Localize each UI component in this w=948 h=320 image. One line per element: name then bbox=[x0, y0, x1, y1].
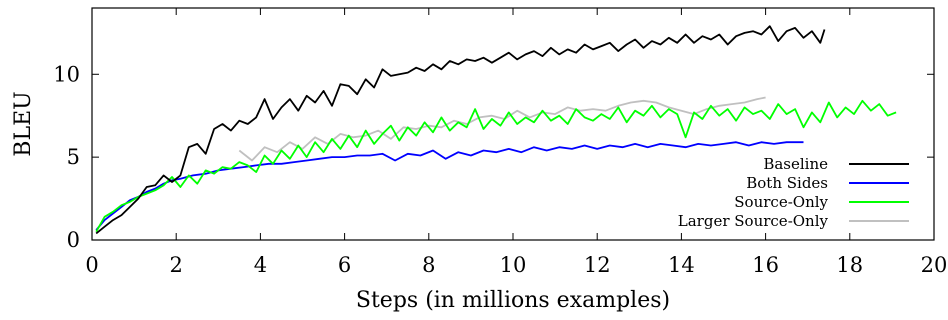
y-tick-label: 5 bbox=[67, 145, 80, 169]
series-line-baseline bbox=[95, 25, 826, 235]
x-tick-label: 8 bbox=[422, 253, 435, 277]
legend-label: Baseline bbox=[763, 155, 828, 173]
legend-label: Source-Only bbox=[734, 193, 828, 211]
axis-ticks: 0 2 4 6 8 10 12 14 16 18 20 0 5 10 bbox=[53, 8, 947, 277]
series-lines bbox=[95, 25, 897, 235]
x-tick-label: 6 bbox=[338, 253, 351, 277]
y-axis-label: BLEU bbox=[11, 91, 36, 156]
x-tick-label: 0 bbox=[85, 253, 98, 277]
x-tick-label: 2 bbox=[170, 253, 183, 277]
series-line-both-sides bbox=[95, 141, 804, 231]
legend-label: Both Sides bbox=[746, 174, 828, 192]
x-tick-label: 14 bbox=[668, 253, 695, 277]
x-tick-label: 16 bbox=[752, 253, 779, 277]
x-tick-label: 12 bbox=[584, 253, 611, 277]
x-tick-label: 20 bbox=[921, 253, 948, 277]
x-tick-label: 18 bbox=[836, 253, 863, 277]
series-line-source-only bbox=[95, 99, 897, 233]
x-tick-label: 10 bbox=[500, 253, 527, 277]
legend-label: Larger Source-Only bbox=[678, 212, 829, 230]
x-axis-label: Steps (in millions examples) bbox=[356, 288, 670, 313]
y-tick-label: 10 bbox=[53, 62, 80, 86]
y-tick-label: 0 bbox=[67, 228, 80, 252]
x-tick-label: 4 bbox=[254, 253, 267, 277]
